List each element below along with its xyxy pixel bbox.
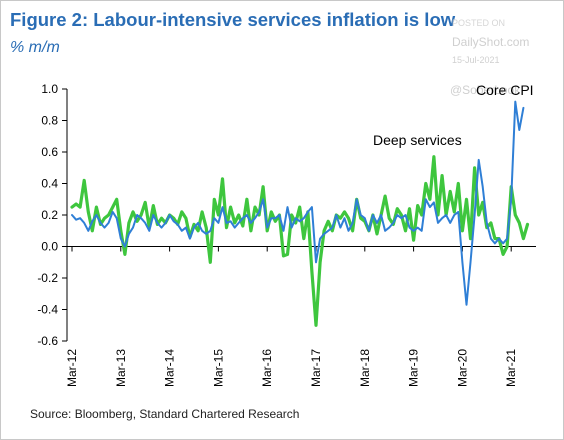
series-line-deep-services (70, 155, 530, 327)
x-tick-label: Mar-21 (504, 349, 518, 387)
x-tick-label: Mar-12 (65, 349, 79, 387)
watermark-posted-on: POSTED ON (452, 18, 506, 28)
x-tick-label: Mar-17 (309, 349, 323, 387)
y-tick-label: 0.0 (41, 240, 58, 254)
watermark-date: 15-Jul-2021 (452, 55, 500, 65)
y-tick-label: -0.6 (37, 334, 58, 348)
source-note: Source: Bloomberg, Standard Chartered Re… (30, 407, 300, 421)
x-tick-label: Mar-18 (358, 349, 372, 387)
chart-series-layer (70, 100, 530, 327)
y-tick-label: 0.8 (41, 114, 58, 128)
x-tick-label: Mar-20 (455, 349, 469, 387)
series-line-core-cpi (71, 100, 525, 306)
chart-annotation-layer: Deep services Core CPI (373, 82, 534, 148)
y-tick-label: -0.4 (37, 303, 58, 317)
watermark-handle: @SoberLook (450, 83, 521, 97)
x-tick-label: Mar-13 (114, 349, 128, 387)
x-tick-label: Mar-14 (163, 349, 177, 387)
chart-axes: 1.0 0.8 0.6 0.4 0.2 0.0 -0.2 -0.4 -0.6 Mar-12 Mar-… (37, 82, 536, 387)
annotation-core-cpi: Core CPI (476, 82, 534, 98)
y-tick-label: 1.0 (41, 82, 58, 96)
x-tick-label: Mar-16 (260, 349, 274, 387)
x-tick-label: Mar-19 (407, 349, 421, 387)
watermark-site: DailyShot.com (452, 35, 530, 49)
chart-subtitle: % m/m (10, 39, 60, 56)
y-tick-label: 0.2 (41, 208, 58, 222)
x-tick-label: Mar-15 (211, 349, 225, 387)
y-tick-label: -0.2 (37, 271, 58, 285)
y-tick-label: 0.4 (41, 177, 58, 191)
y-tick-label: 0.6 (41, 145, 58, 159)
chart-title: Figure 2: Labour-intensive services infl… (10, 9, 456, 30)
annotation-deep-services: Deep services (373, 132, 462, 148)
